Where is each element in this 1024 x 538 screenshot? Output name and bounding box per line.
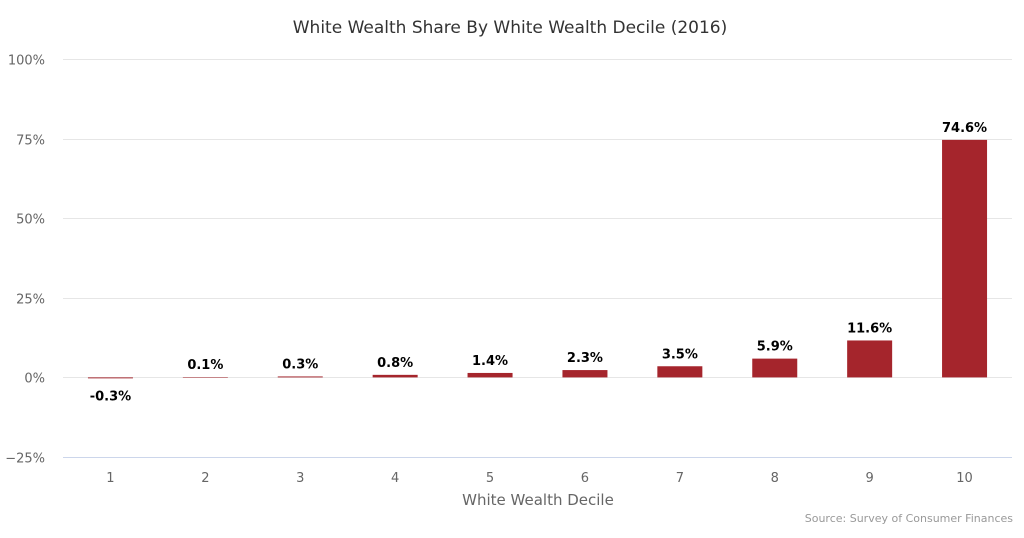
data-labels: -0.3% 0.1% 0.3% 0.8% 1.4% 2.3% 3.5% 5.9% 11.6% 74…	[90, 121, 987, 404]
bar-decile-2[interactable]	[182, 377, 228, 378]
y-tick-label: 25%	[16, 293, 45, 308]
bar-decile-6[interactable]	[562, 370, 608, 378]
y-tick-label: 50%	[16, 213, 45, 228]
bar-decile-4[interactable]	[372, 374, 418, 378]
bar-decile-9[interactable]	[847, 340, 893, 378]
data-label: 74.6%	[942, 121, 987, 136]
bar-decile-3[interactable]	[277, 376, 323, 378]
x-tick-label: 10	[956, 471, 973, 486]
x-tick-label: 5	[486, 471, 494, 486]
bars	[87, 139, 988, 379]
x-axis-ticks: 1 2 3 4 5 6 7 8 9 10	[106, 471, 973, 486]
data-label: 0.1%	[187, 358, 223, 373]
bar-decile-10[interactable]	[942, 139, 988, 378]
y-tick-label: −25%	[5, 452, 45, 467]
source-credit: Source: Survey of Consumer Finances	[805, 512, 1014, 525]
x-tick-label: 9	[866, 471, 874, 486]
x-tick-label: 2	[201, 471, 209, 486]
x-tick-label: 7	[676, 471, 684, 486]
data-label: 0.8%	[377, 356, 413, 371]
x-axis-title: White Wealth Decile	[462, 491, 614, 509]
bar-decile-5[interactable]	[467, 372, 513, 378]
x-tick-label: 1	[106, 471, 114, 486]
gridlines	[63, 59, 1012, 378]
chart-title: White Wealth Share By White Wealth Decil…	[293, 18, 728, 38]
bar-decile-7[interactable]	[657, 366, 703, 378]
y-tick-label: 75%	[16, 134, 45, 149]
data-label: 2.3%	[567, 351, 603, 366]
bar-decile-1[interactable]	[87, 377, 133, 379]
x-tick-label: 3	[296, 471, 304, 486]
x-tick-label: 4	[391, 471, 399, 486]
y-axis-ticks: −25% 0% 25% 50% 75% 100%	[5, 54, 45, 467]
x-tick-label: 6	[581, 471, 589, 486]
data-label: 5.9%	[757, 340, 793, 355]
data-label: 3.5%	[662, 347, 698, 362]
bar-decile-8[interactable]	[752, 358, 798, 378]
data-label: -0.3%	[90, 389, 131, 404]
data-label: 1.4%	[472, 354, 508, 369]
y-tick-label: 0%	[24, 372, 45, 387]
data-label: 0.3%	[282, 357, 318, 372]
data-label: 11.6%	[847, 321, 892, 336]
y-tick-label: 100%	[8, 54, 45, 69]
x-tick-label: 8	[771, 471, 779, 486]
